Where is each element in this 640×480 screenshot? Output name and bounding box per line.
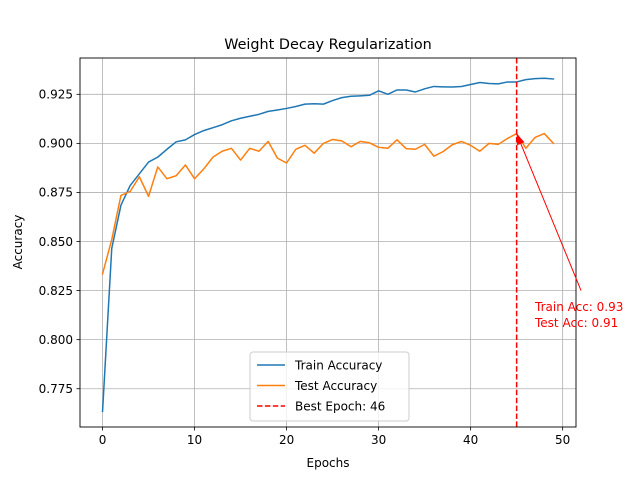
legend: Train Accuracy Test Accuracy Best Epoch: 4… xyxy=(249,351,410,422)
plot-frame xyxy=(79,57,577,428)
x-tick-label: 20 xyxy=(279,433,294,447)
x-axis-label: Epochs xyxy=(307,456,350,470)
y-axis-ticks: 0.775 0.800 0.825 0.850 0.875 0.900 0.925 xyxy=(39,88,80,396)
legend-box xyxy=(249,351,410,422)
x-tick-label: 40 xyxy=(463,433,478,447)
y-tick-label: 0.825 xyxy=(39,284,73,298)
best-epoch-annotation: Train Acc: 0.93 Test Acc: 0.91 xyxy=(516,133,623,330)
x-axis-ticks: 0 10 20 30 40 50 xyxy=(99,427,570,447)
series-line-test-accuracy xyxy=(101,132,555,275)
x-tick-label: 0 xyxy=(99,433,107,447)
annotation-text-line: Test Acc: 0.91 xyxy=(534,316,618,330)
annotation-arrow-shaft xyxy=(516,133,582,291)
y-tick-label: 0.775 xyxy=(39,382,73,396)
grid xyxy=(80,58,576,427)
legend-item-best-epoch: Best Epoch: 46 xyxy=(257,399,385,413)
x-tick-label: 10 xyxy=(187,433,202,447)
y-tick-label: 0.850 xyxy=(39,235,73,249)
y-tick-label: 0.925 xyxy=(39,88,73,102)
x-tick-label: 50 xyxy=(555,433,570,447)
annotation-arrow-head xyxy=(516,133,525,146)
legend-label: Train Accuracy xyxy=(294,358,382,372)
legend-label: Best Epoch: 46 xyxy=(295,399,385,413)
y-tick-label: 0.900 xyxy=(39,137,73,151)
y-tick-label: 0.800 xyxy=(39,333,73,347)
x-tick-label: 30 xyxy=(371,433,386,447)
legend-item-test-accuracy: Test Accuracy xyxy=(257,379,377,393)
chart-title: Weight Decay Regularization xyxy=(224,37,432,53)
series-line-train-accuracy xyxy=(101,77,555,413)
legend-item-train-accuracy: Train Accuracy xyxy=(257,358,382,372)
series-layer xyxy=(101,77,555,413)
legend-label: Test Accuracy xyxy=(294,379,377,393)
y-axis-label: Accuracy xyxy=(11,215,25,270)
y-tick-label: 0.875 xyxy=(39,186,73,200)
annotation-text-line: Train Acc: 0.93 xyxy=(534,300,623,314)
